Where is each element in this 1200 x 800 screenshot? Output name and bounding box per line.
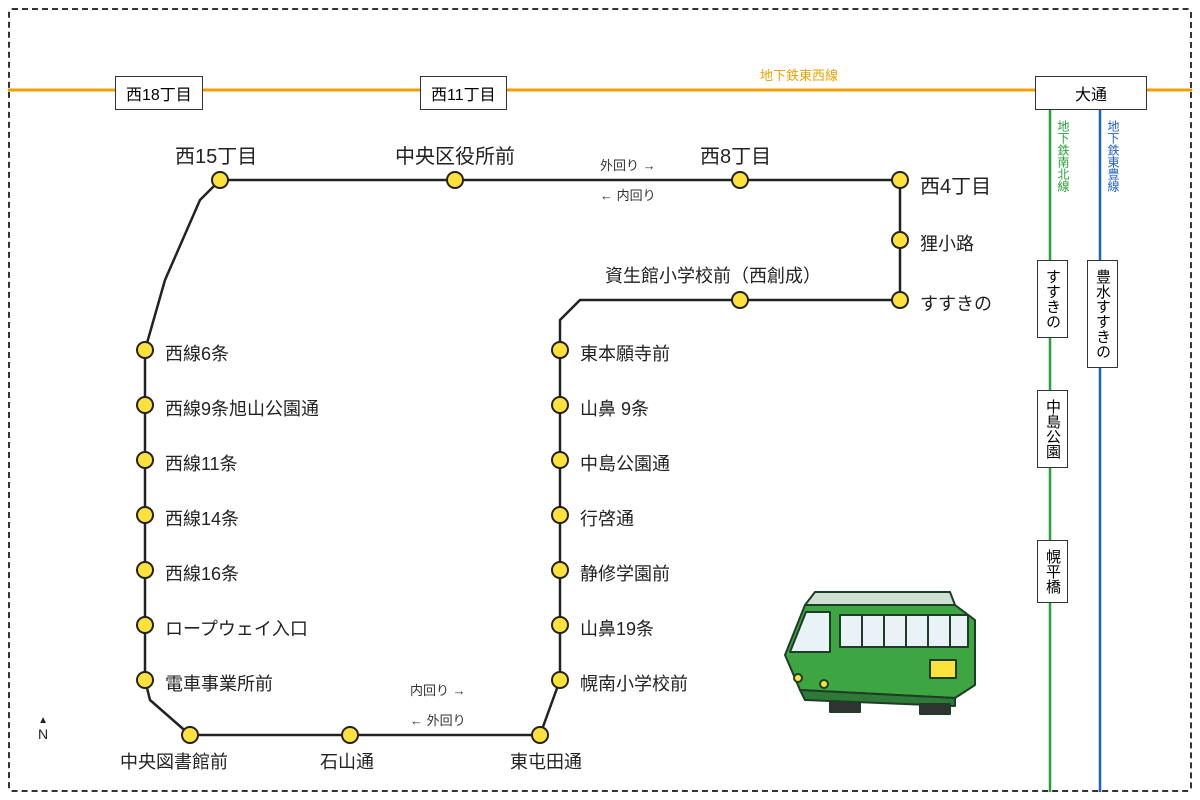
toho-station-box: 豊水すすきの [1087,260,1118,368]
station-label: 狸小路 [920,230,974,256]
station-label: 西線16条 [165,560,239,586]
station-dot [731,291,749,309]
tozai-box-station: 西11丁目 [420,76,507,110]
station-label: 資生館小学校前（西創成） [605,262,821,288]
station-dot [341,726,359,744]
station-dot [551,616,569,634]
station-dot [136,506,154,524]
station-dot [136,396,154,414]
station-dot [551,506,569,524]
namboku-station-box: 幌平橋 [1037,540,1068,603]
station-label: 東屯田通 [510,748,582,774]
station-dot [446,171,464,189]
station-dot [891,231,909,249]
station-label: 中央区役所前 [395,140,515,169]
station-label: 石山通 [320,748,374,774]
station-label: 幌南小学校前 [580,670,688,696]
station-label: ロープウェイ入口 [165,615,308,641]
north-indicator: ▲ N [38,715,48,742]
station-dot [136,561,154,579]
station-dot [551,396,569,414]
station-dot [531,726,549,744]
station-dot [181,726,199,744]
station-dot [891,291,909,309]
station-dot [551,561,569,579]
subway-tozai-label: 地下鉄東西線 [760,65,838,84]
station-label: 西線11条 [165,450,238,476]
station-label: 西線14条 [165,505,239,531]
direction-label: 外回り → [600,155,656,174]
station-dot [551,341,569,359]
station-dot [211,171,229,189]
station-dot [136,671,154,689]
station-label: 中島公園通 [580,450,670,476]
station-label: 西8丁目 [700,140,771,169]
station-label: 中央図書館前 [120,748,228,774]
station-label: 行啓通 [580,505,634,531]
station-label: 西線6条 [165,340,229,366]
station-label: 山鼻19条 [580,615,654,641]
station-dot [136,341,154,359]
namboku-station-box: すすきの [1037,260,1068,338]
north-label: N [38,726,48,742]
station-dot [136,451,154,469]
station-label: 東本願寺前 [580,340,670,366]
station-label: すすきの [920,290,992,316]
station-dot [551,671,569,689]
tozai-box-station: 西18丁目 [115,76,203,110]
station-dot [136,616,154,634]
subway-toho-label: 地下鉄東豊線 [1105,120,1122,192]
station-label: 西15丁目 [175,140,257,169]
station-label: 静修学園前 [580,560,670,586]
namboku-station-box: 中島公園 [1037,390,1068,468]
station-label: 山鼻 9条 [580,395,649,421]
direction-label: ← 外回り [410,710,466,729]
station-dot [551,451,569,469]
station-label: 電車事業所前 [165,670,273,696]
station-label: 西4丁目 [920,170,991,199]
subway-namboku-label: 地下鉄南北線 [1055,120,1072,192]
station-odori: 大通 [1035,76,1147,110]
station-dot [891,171,909,189]
direction-label: 内回り → [410,680,466,699]
station-label: 西線9条旭山公園通 [165,395,319,421]
station-dot [731,171,749,189]
direction-label: ← 内回り [600,185,656,204]
